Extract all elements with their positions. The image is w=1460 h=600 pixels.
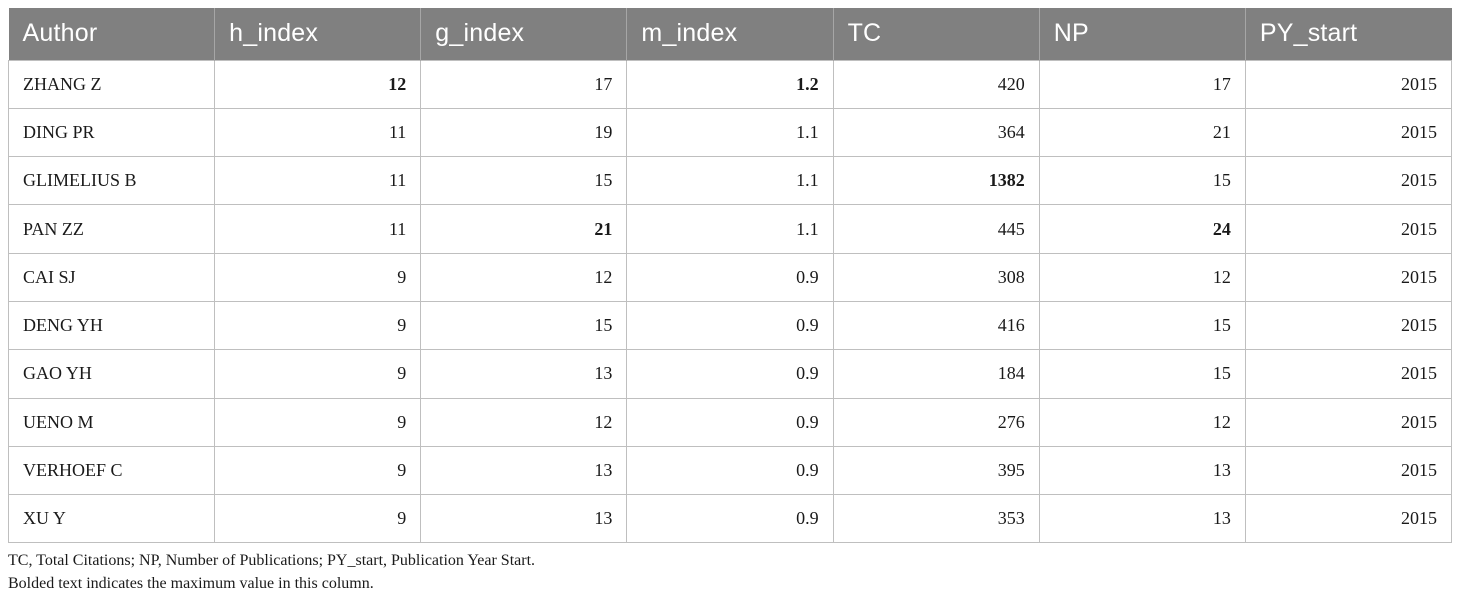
cell-h-index: 11: [214, 156, 422, 206]
author-metrics-table: Author h_index g_index m_index TC NP PY_…: [7, 8, 1453, 544]
column-header-g-index: g_index: [420, 8, 628, 60]
cell-g-index: 13: [420, 349, 628, 399]
cell-np: 13: [1038, 445, 1246, 496]
cell-py-start: 2015: [1244, 397, 1453, 447]
cell-h-index: 9: [214, 252, 422, 302]
cell-g-index: 19: [420, 107, 628, 158]
cell-author: GLIMELIUS B: [7, 156, 216, 206]
cell-m-index: 0.9: [626, 494, 834, 544]
cell-tc: 353: [832, 494, 1040, 544]
cell-np: 21: [1038, 107, 1246, 158]
cell-tc: 416: [832, 300, 1040, 351]
cell-h-index: 11: [214, 107, 422, 158]
cell-m-index: 0.9: [626, 252, 834, 302]
cell-tc: 395: [832, 445, 1040, 496]
table-footnotes: TC, Total Citations; NP, Number of Publi…: [8, 549, 535, 595]
cell-h-index: 11: [214, 204, 422, 254]
cell-py-start: 2015: [1244, 300, 1453, 351]
cell-np: 12: [1038, 397, 1246, 447]
table-row: XU Y 9 13 0.9 353 13 2015: [7, 494, 1453, 544]
table-row: GAO YH 9 13 0.9 184 15 2015: [7, 349, 1453, 399]
table-row: CAI SJ 9 12 0.9 308 12 2015: [7, 252, 1453, 302]
cell-author: ZHANG Z: [7, 59, 216, 109]
table-row: UENO M 9 12 0.9 276 12 2015: [7, 397, 1453, 447]
column-header-m-index: m_index: [626, 8, 834, 60]
table-row: PAN ZZ 11 21 1.1 445 24 2015: [7, 204, 1453, 254]
cell-g-index: 17: [420, 59, 628, 109]
cell-py-start: 2015: [1244, 204, 1453, 254]
cell-m-index: 0.9: [626, 445, 834, 496]
cell-py-start: 2015: [1244, 349, 1453, 399]
cell-py-start: 2015: [1244, 59, 1453, 109]
cell-tc: 184: [832, 349, 1040, 399]
table-body: ZHANG Z 12 17 1.2 420 17 2015 DING PR 11 19 1.1 364…: [7, 59, 1453, 544]
cell-m-index: 1.1: [626, 107, 834, 158]
cell-author: DENG YH: [7, 300, 216, 351]
cell-g-index: 21: [420, 204, 628, 254]
bold-note: Bolded text indicates the maximum value …: [8, 575, 374, 592]
cell-g-index: 15: [420, 156, 628, 206]
column-header-py-start: PY_start: [1245, 8, 1452, 60]
cell-g-index: 12: [420, 252, 628, 302]
cell-py-start: 2015: [1244, 494, 1453, 544]
cell-author: UENO M: [7, 397, 216, 447]
abbreviation-note: TC, Total Citations; NP, Number of Publi…: [8, 552, 536, 569]
cell-h-index: 9: [214, 494, 422, 544]
cell-np: 15: [1038, 300, 1246, 351]
cell-author: GAO YH: [7, 349, 216, 399]
table-row: GLIMELIUS B 11 15 1.1 1382 15 2015: [7, 156, 1453, 206]
cell-tc: 1382: [832, 156, 1040, 206]
cell-py-start: 2015: [1244, 156, 1453, 206]
cell-tc: 276: [832, 397, 1040, 447]
header-row: Author h_index g_index m_index TC NP PY_…: [8, 8, 1452, 60]
cell-py-start: 2015: [1244, 107, 1453, 158]
cell-np: 13: [1038, 494, 1246, 544]
cell-np: 17: [1038, 59, 1246, 109]
cell-m-index: 1.2: [626, 59, 834, 109]
cell-tc: 420: [832, 59, 1040, 109]
cell-py-start: 2015: [1244, 252, 1453, 302]
column-header-tc: TC: [833, 8, 1040, 60]
cell-g-index: 12: [420, 397, 628, 447]
cell-g-index: 15: [420, 300, 628, 351]
cell-g-index: 13: [420, 494, 628, 544]
cell-h-index: 9: [214, 300, 422, 351]
cell-tc: 308: [832, 252, 1040, 302]
table-row: DENG YH 9 15 0.9 416 15 2015: [7, 300, 1453, 351]
cell-np: 15: [1038, 349, 1246, 399]
table-container: Author h_index g_index m_index TC NP PY_…: [7, 8, 1453, 544]
cell-h-index: 12: [214, 59, 422, 109]
cell-np: 12: [1038, 252, 1246, 302]
cell-m-index: 0.9: [626, 300, 834, 351]
table-row: DING PR 11 19 1.1 364 21 2015: [7, 107, 1453, 158]
cell-py-start: 2015: [1244, 445, 1453, 496]
cell-author: XU Y: [7, 494, 216, 544]
cell-tc: 364: [832, 107, 1040, 158]
cell-h-index: 9: [214, 397, 422, 447]
table-row: VERHOEF C 9 13 0.9 395 13 2015: [7, 445, 1453, 496]
cell-h-index: 9: [214, 445, 422, 496]
cell-author: PAN ZZ: [7, 204, 216, 254]
cell-author: VERHOEF C: [7, 445, 216, 496]
table-row: ZHANG Z 12 17 1.2 420 17 2015: [7, 59, 1453, 109]
cell-h-index: 9: [214, 349, 422, 399]
cell-np: 15: [1038, 156, 1246, 206]
cell-m-index: 1.1: [626, 204, 834, 254]
cell-g-index: 13: [420, 445, 628, 496]
cell-author: DING PR: [7, 107, 216, 158]
column-header-author: Author: [8, 8, 216, 60]
column-header-h-index: h_index: [214, 8, 422, 60]
cell-tc: 445: [832, 204, 1040, 254]
cell-m-index: 0.9: [626, 397, 834, 447]
cell-m-index: 1.1: [626, 156, 834, 206]
column-header-np: NP: [1039, 8, 1246, 60]
cell-author: CAI SJ: [7, 252, 216, 302]
cell-m-index: 0.9: [626, 349, 834, 399]
cell-np: 24: [1038, 204, 1246, 254]
